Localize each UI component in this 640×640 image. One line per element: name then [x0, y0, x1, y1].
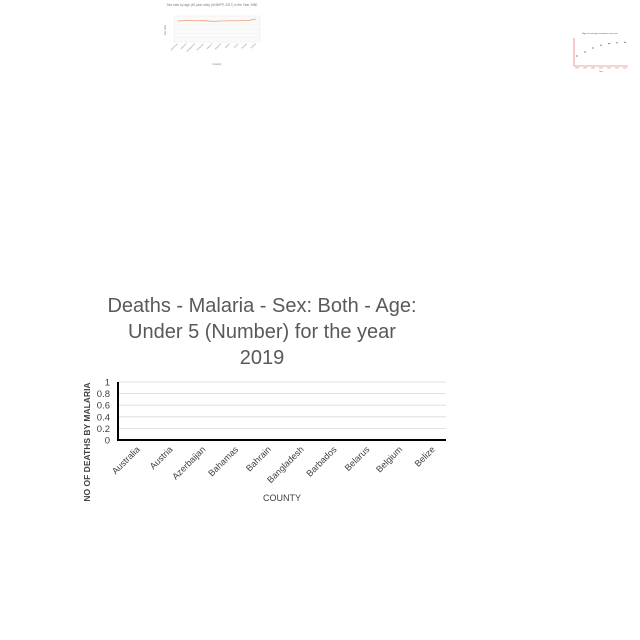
thumb1-title: Sex ratio by age (40 year olds) (UNWPP, … — [167, 3, 258, 7]
thumb1-x-tick-label: Bangladesh — [186, 43, 196, 53]
thumb1-series-line — [177, 18, 257, 22]
thumb2-point — [616, 42, 618, 44]
thumb2-x-tick-label: 2015 — [615, 68, 619, 70]
chart-title-line-1: Deaths - Malaria - Sex: Both - Age: — [107, 295, 416, 317]
thumb1-x-tick-label: Bahamas — [171, 43, 180, 52]
x-tick-label: Belgium — [374, 444, 404, 474]
x-tick-label: Belize — [413, 444, 437, 468]
thumb1-x-tick-label: Benin — [234, 43, 240, 49]
main-bar-chart: Deaths - Malaria - Sex: Both - Age: Unde… — [82, 295, 446, 503]
thumb2-xlabel: Year — [599, 71, 603, 73]
x-tick-label: Australia — [110, 444, 142, 476]
thumb1-x-tick-label: Barbados — [196, 42, 205, 51]
thumb1-x-tick-label: Belarus — [206, 42, 214, 50]
y-tick-label: 1 — [105, 378, 110, 389]
y-tick-label: 0.8 — [97, 389, 110, 400]
thumb2-point — [576, 55, 578, 57]
y-axis-label: NO OF DEATHS BY MALARIA — [82, 382, 92, 501]
thumb1-ylabel: Sex ratio — [163, 24, 167, 35]
thumb1-x-tick-label: Bhutan — [241, 42, 249, 50]
y-tick-labels: 00.20.40.60.81 — [97, 378, 110, 447]
thumb1-x-tick-label: Bahrain — [180, 42, 188, 50]
thumb1-x-tick-label: Bolivia — [251, 43, 258, 50]
thumbnail-scatter-chart: Age at marriage of women over time 1990 1… — [573, 32, 628, 73]
thumb2-point — [608, 43, 610, 45]
thumb1-x-tick-label: Belize — [225, 43, 231, 49]
x-axis-label: COUNTY — [263, 493, 301, 503]
chart-title-line-2: Under 5 (Number) for the year — [128, 321, 396, 343]
x-tick-label: Austria — [148, 444, 175, 471]
thumb2-x-tick-label: 2005 — [599, 68, 603, 70]
y-tick-label: 0 — [105, 436, 110, 447]
x-tick-label: Bahamas — [206, 444, 240, 478]
thumb2-title: Age at marriage of women over time — [582, 32, 618, 35]
chart-title-line-3: 2019 — [240, 347, 285, 369]
x-tick-label: Bahrain — [244, 444, 273, 473]
x-tick-label: Barbados — [304, 444, 339, 479]
x-tick-label: Azerbaijan — [170, 444, 207, 481]
y-tick-label: 0.6 — [97, 401, 110, 412]
y-tick-label: 0.2 — [97, 424, 110, 435]
chart-title: Deaths - Malaria - Sex: Both - Age: Unde… — [107, 295, 416, 369]
gridlines — [118, 381, 446, 429]
thumb1-x-tick-label: Belgium — [215, 43, 222, 50]
thumb1-xlabel: Country — [212, 62, 222, 66]
thumb2-x-tick-label: 2000 — [591, 68, 595, 70]
thumb2-x-tick-label: 2010 — [607, 68, 611, 70]
thumb2-point — [592, 47, 594, 49]
thumb2-x-tick-label: 1995 — [583, 68, 587, 70]
thumbnail-line-chart: Sex ratio by age (40 year olds) (UNWPP, … — [163, 3, 261, 66]
x-tick-label: Belarus — [343, 444, 372, 473]
thumb2-point — [584, 51, 586, 53]
plot-area — [118, 382, 446, 440]
thumb2-point — [624, 41, 626, 43]
thumb2-point — [600, 44, 602, 46]
thumb2-x-tick-label: 1990 — [575, 68, 579, 70]
y-tick-label: 0.4 — [97, 412, 110, 423]
thumb2-x-tick-label: 2020 — [623, 68, 627, 70]
